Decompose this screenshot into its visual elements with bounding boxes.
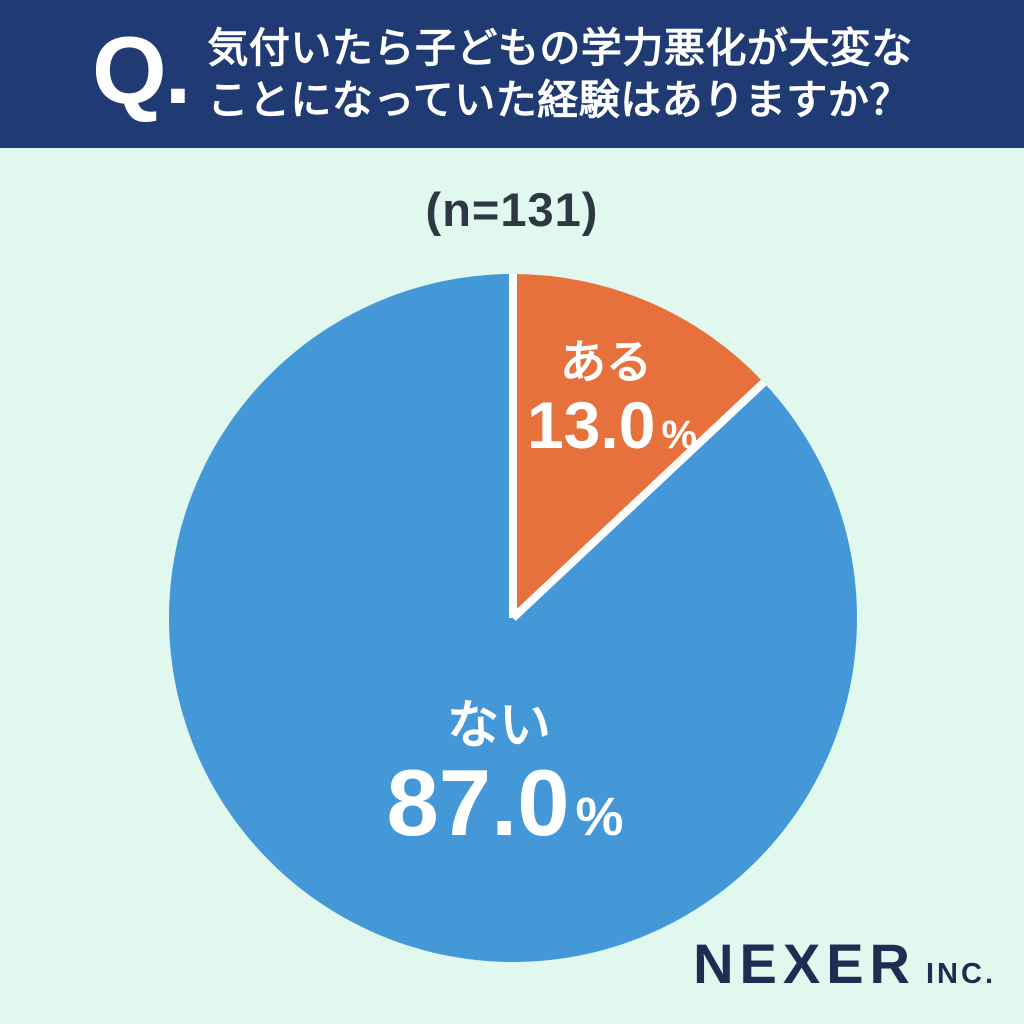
brand-suffix: INC. <box>926 958 996 990</box>
slice-value-nai: 87.0 % <box>387 756 624 850</box>
brand-name: NEXER <box>693 932 916 995</box>
question-line-2: ことになっていた経験はありますか？ <box>207 77 911 123</box>
slice-value-aru-percent-sign: % <box>661 413 698 457</box>
slice-value-nai-number: 87.0 <box>386 750 570 855</box>
sample-size-label: (n=131) <box>425 183 599 236</box>
question-text: 気付いたら子どもの学力悪化が大変な ことになっていた経験はありますか？ <box>207 22 913 127</box>
slice-value-nai-percent-sign: % <box>575 787 624 847</box>
slice-label-aru: ある <box>560 336 652 388</box>
slice-value-aru: 13.0 % <box>527 392 697 458</box>
slice-label-nai: ない <box>446 697 552 755</box>
question-banner: Q. 気付いたら子どもの学力悪化が大変な ことになっていた経験はありますか？ <box>0 0 1024 148</box>
pie-separator-1 <box>510 379 767 621</box>
pie-slice-0 <box>513 274 764 618</box>
slice-value-aru-number: 13.0 <box>526 388 656 462</box>
question-line-1: 気付いたら子どもの学力悪化が大変な <box>207 24 913 71</box>
brand-logo: NEXER INC. <box>693 931 996 996</box>
q-mark-label: Q. <box>92 17 191 124</box>
